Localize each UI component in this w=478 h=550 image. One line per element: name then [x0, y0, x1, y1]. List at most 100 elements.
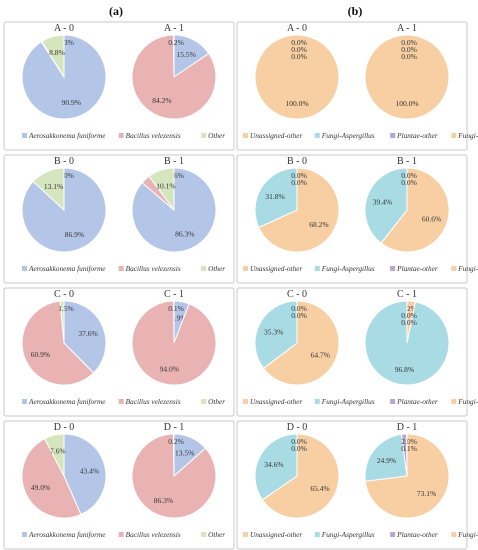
pie-data-label: 0.1% — [401, 444, 417, 453]
pie-chart: 68.2% 31.8% 0.0%0.0% — [254, 167, 340, 253]
panel-a-row-3-frame — [3, 420, 235, 550]
legend-label: Aerosakkonema funiforme — [28, 264, 106, 273]
pie-data-label: 0.0% — [401, 318, 417, 327]
pie-data-label: 100.0% — [395, 99, 418, 108]
pie-data-label: 0.0% — [291, 178, 307, 187]
pie-data-label: 0.0% — [401, 45, 417, 54]
legend-label: Fungi-Aspergillus — [321, 530, 375, 539]
pie-slice — [148, 167, 175, 212]
pie-chart: 86.9% 0.0% 13.1% — [21, 167, 107, 253]
pie-data-label: 86.3% — [154, 496, 173, 505]
pie-chart: 86.3% 3.6%10.1% — [131, 167, 217, 253]
pie-slice — [254, 167, 298, 229]
pie-data-label: 0.0% — [401, 178, 417, 187]
pie-data-label: 37.6% — [78, 329, 97, 338]
legend-swatch — [201, 532, 207, 537]
pie-data-label: 0.0% — [291, 304, 307, 313]
legend-swatch — [314, 399, 320, 404]
pie-data-label: 86.3% — [175, 230, 194, 239]
pie-slice — [21, 438, 82, 519]
pie-data-label: 49.0% — [31, 483, 50, 492]
pie-slice — [261, 433, 340, 519]
pie-title: B - 1 — [164, 156, 184, 167]
legend-label: Fungi-Aspergillus — [321, 397, 375, 406]
pie-slice — [254, 34, 340, 120]
pie-data-label: 0.0% — [291, 52, 307, 61]
panel-b-row-2-frame — [236, 287, 468, 417]
pie-slice — [254, 433, 298, 501]
pie-slice — [63, 300, 107, 374]
legend: Unassigned-other Fungi-Aspergillus Plantae… — [243, 264, 478, 273]
pie-chart: 5.9% 94.0% 0.1% — [131, 300, 217, 386]
legend-label: Fungi-Aspergillus — [321, 264, 375, 273]
legend-swatch — [314, 133, 320, 138]
legend-swatch — [22, 133, 27, 138]
pie-slice — [254, 300, 298, 370]
legend-swatch — [22, 399, 27, 404]
legend-label: Plantae-other — [396, 397, 438, 406]
pie-title: A - 0 — [54, 23, 74, 34]
pie-slice — [41, 34, 65, 79]
pie-data-label: 0.0% — [291, 38, 307, 47]
pie-data-label: 35.3% — [264, 327, 283, 336]
pie-slice — [364, 300, 450, 386]
pie-data-label: 13.5% — [175, 448, 194, 457]
legend-swatch — [201, 399, 207, 404]
pie-title: B - 0 — [54, 156, 74, 167]
pie-title: C - 0 — [54, 289, 74, 300]
legend-label: Fungi-other — [457, 131, 478, 140]
pie-data-label: 3.2% — [401, 304, 417, 313]
pie-data-label: 24.9% — [377, 456, 396, 465]
pie-chart: 60.6% 39.4% 0.0%0.0% — [364, 167, 450, 253]
pie-data-label: 0.0% — [58, 171, 74, 180]
legend-label: Aerosakkonema funiforme — [28, 397, 106, 406]
pie-slice — [44, 433, 65, 477]
legend-label: Other — [208, 131, 225, 140]
panel-label-a: (a) — [109, 4, 123, 18]
panel-label-b: (b) — [348, 4, 363, 18]
pie-data-label: 8.8% — [49, 48, 65, 57]
pie-slice — [364, 34, 450, 120]
legend-swatch — [314, 532, 320, 537]
pie-chart: 64.7% 35.3% 0.0%0.0% — [254, 300, 340, 386]
legend-swatch — [390, 399, 396, 404]
pie-data-label: 34.6% — [264, 460, 283, 469]
legend: Aerosakkonema funiforme Bacillus velezens… — [22, 530, 225, 539]
pie-data-label: 94.0% — [160, 365, 179, 374]
legend-label: Plantae-other — [396, 131, 438, 140]
pie-data-label: 0.0% — [291, 45, 307, 54]
panel-b-row-0-frame — [236, 21, 468, 151]
legend-label: Bacillus velezensis — [126, 264, 181, 273]
pie-slice — [258, 167, 340, 253]
pie-data-label: 73.1% — [417, 489, 436, 498]
pie-data-label: 10.1% — [156, 181, 175, 190]
pie-slice — [172, 34, 175, 78]
legend-swatch — [390, 133, 396, 138]
pie-data-label: 1.5% — [58, 304, 74, 313]
pie-chart: 3.2% 96.8% 0.0%0.0% — [364, 300, 450, 386]
pie-chart: 100.0%0.0%0.0%0.0% — [364, 34, 450, 120]
pie-title: A - 0 — [287, 23, 307, 34]
pie-data-label: 3.6% — [168, 171, 184, 180]
legend: Aerosakkonema funiforme Bacillus velezens… — [22, 131, 225, 140]
legend-label: Plantae-other — [396, 264, 438, 273]
legend-swatch — [118, 532, 124, 537]
pie-data-label: 0.2% — [168, 437, 184, 446]
pie-data-label: 100.0% — [285, 99, 308, 108]
pie-data-label: 0.1% — [168, 304, 184, 313]
pie-title: B - 0 — [287, 156, 307, 167]
pie-data-label: 64.7% — [311, 351, 330, 360]
legend-label: Fungi-other — [457, 530, 478, 539]
legend-label: Fungi-Aspergillus — [321, 131, 375, 140]
pie-data-label: 68.2% — [309, 220, 328, 229]
pie-data-label: 2.0% — [401, 437, 417, 446]
legend-label: Aerosakkonema funiforme — [28, 131, 106, 140]
pie-data-label: 0.3% — [58, 38, 74, 47]
pie-data-label: 60.6% — [422, 215, 441, 224]
pie-data-label: 39.4% — [373, 197, 392, 206]
pie-data-label: 13.1% — [44, 182, 63, 191]
pie-chart: 90.9% 0.3%8.8% — [21, 34, 107, 120]
pie-chart: 37.6% 60.9% 1.5% — [21, 300, 107, 386]
legend-swatch — [22, 532, 27, 537]
pie-data-label: 0.0% — [291, 311, 307, 320]
